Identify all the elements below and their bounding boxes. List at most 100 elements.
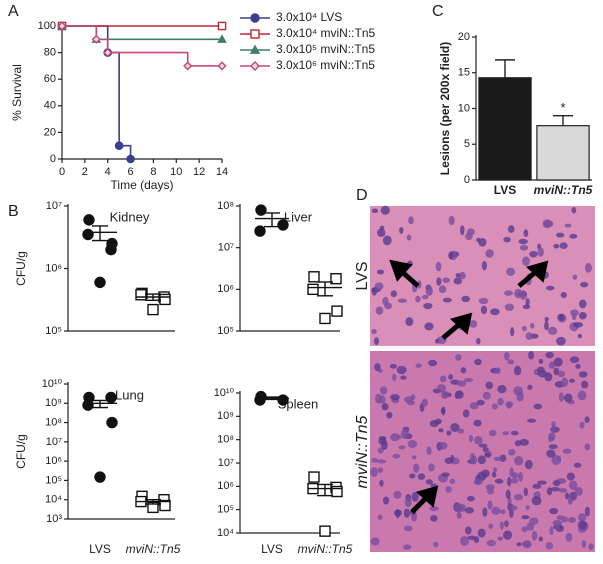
marker [114,141,124,150]
arrow-head [415,485,439,508]
marker [94,276,106,289]
nucleus [381,440,388,450]
survival-line [62,25,132,159]
nucleus [375,306,384,315]
y-tick-label: 80 [44,47,56,59]
marker [57,21,67,31]
arrow-head [525,260,549,283]
nucleus [403,525,413,532]
panel-label: C [432,3,444,20]
nucleus [477,471,487,482]
nucleus [477,455,486,465]
marker [183,61,193,71]
nucleus [578,513,587,522]
nucleus [455,273,461,278]
nucleus [445,486,452,493]
y-tick-label: 10 [458,102,470,114]
nucleus [404,497,412,508]
nucleus [522,304,531,310]
nucleus [488,429,497,437]
y-tick-label: 10⁶ [217,283,234,295]
nucleus [411,491,419,502]
nucleus [537,480,547,485]
nucleus [507,359,514,365]
nucleus [568,480,578,491]
nucleus [493,456,503,462]
nucleus [458,271,466,280]
nucleus [488,523,494,529]
nucleus [377,514,383,520]
nucleus [482,391,491,400]
nucleus [464,378,474,383]
nucleus [531,530,538,541]
nucleus [485,249,494,258]
x-tick-label: mviN::Tn5 [126,542,181,556]
nucleus [569,233,578,239]
nucleus [505,489,511,499]
nucleus [567,495,573,505]
nucleus [400,375,407,380]
nucleus [491,403,498,410]
x-tick-label: 0 [59,166,65,178]
nucleus [559,313,565,322]
nucleus [461,295,471,303]
nucleus [584,506,590,517]
nucleus [490,308,500,316]
marker [105,391,117,404]
y-tick-label: 10⁹ [45,397,62,409]
nucleus [557,370,566,378]
nucleus [380,205,390,215]
nucleus [389,363,397,369]
nucleus [548,433,553,443]
nucleus [468,434,474,443]
y-tick-label: 20 [458,31,470,43]
marker [250,29,260,39]
nucleus [521,515,530,520]
y-axis-label: % Survival [10,64,24,121]
nucleus [503,351,510,361]
nucleus [460,367,467,374]
nucleus [569,356,580,364]
nucleus [543,220,554,228]
annotation: * [560,100,565,115]
x-tick-label: mviN::Tn5 [534,183,593,197]
nucleus [465,232,473,241]
nucleus [571,206,577,214]
nucleus [558,488,568,493]
nucleus [428,463,435,472]
nucleus [407,440,418,449]
marker [106,237,118,250]
nucleus [466,495,475,502]
marker [147,303,159,316]
y-tick-label: 10⁷ [218,457,234,469]
nucleus [480,305,488,315]
nucleus [379,479,384,487]
nucleus [565,532,573,542]
nucleus [408,216,414,225]
nucleus [556,336,566,346]
nucleus [371,208,379,214]
nucleus [415,363,422,368]
nucleus [531,496,542,506]
nucleus [374,282,384,291]
nucleus [436,384,447,393]
nucleus [509,508,514,518]
y-tick-label: 10⁸ [217,434,234,446]
y-tick-label: 10⁵ [217,504,234,516]
nucleus [442,297,452,303]
nucleus [406,400,415,406]
nucleus [519,244,529,251]
nucleus [398,445,406,450]
nucleus [456,512,462,519]
nucleus [538,358,544,365]
nucleus [434,418,442,425]
bar [536,125,590,181]
marker [250,61,260,71]
nucleus [577,520,587,530]
nucleus [560,291,567,299]
chart-title: Kidney [110,209,150,224]
nucleus [567,516,577,523]
nucleus [381,403,389,411]
nucleus [566,472,575,481]
nucleus [588,543,594,551]
